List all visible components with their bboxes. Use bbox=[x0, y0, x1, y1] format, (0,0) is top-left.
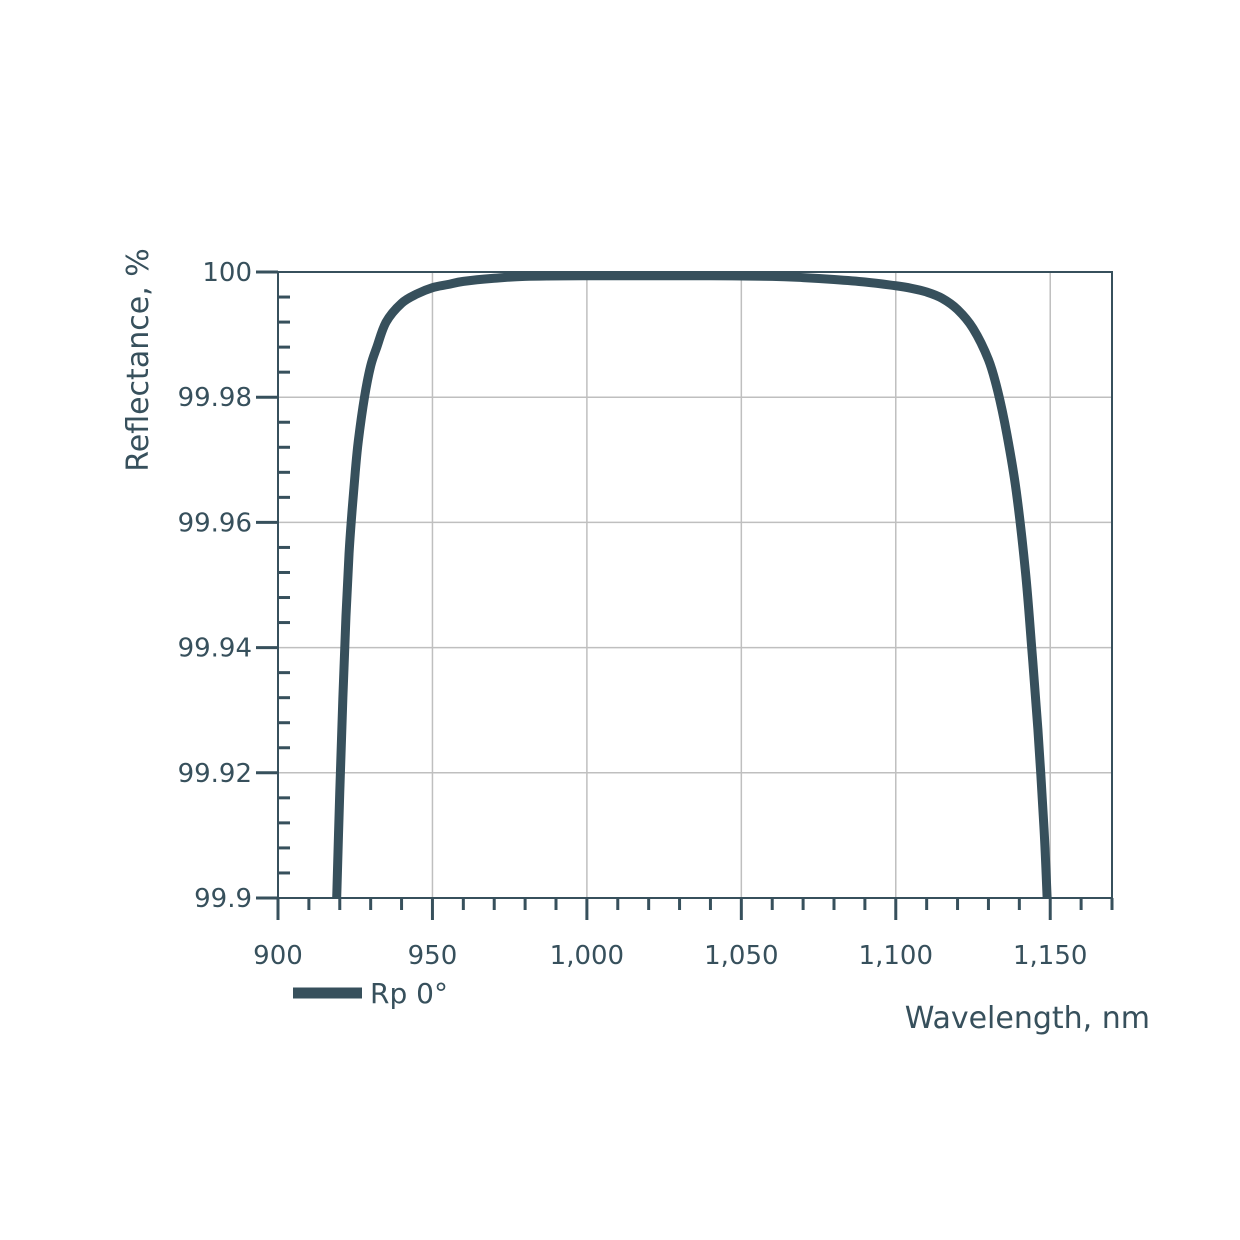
grid-lines bbox=[278, 272, 1112, 898]
series-layer bbox=[332, 271, 1052, 899]
series-line-rp0 bbox=[332, 271, 1052, 899]
x-tick-label: 950 bbox=[408, 941, 458, 971]
x-tick-label: 1,050 bbox=[704, 941, 778, 971]
x-tick-label: 1,100 bbox=[859, 941, 933, 971]
y-tick-label: 99.96 bbox=[178, 508, 252, 538]
y-tick-label: 99.94 bbox=[178, 634, 252, 664]
y-tick-labels: 99.9 99.92 99.94 99.96 99.98 100 bbox=[178, 258, 252, 914]
x-tick-label: 900 bbox=[253, 941, 303, 971]
legend-label-rp0: Rp 0° bbox=[370, 977, 448, 1010]
legend: Rp 0° bbox=[293, 977, 448, 1010]
minor-ticks bbox=[278, 295, 1114, 910]
y-tick-label: 100 bbox=[202, 258, 252, 288]
x-tick-label: 1,150 bbox=[1013, 941, 1087, 971]
x-tick-label: 1,000 bbox=[550, 941, 624, 971]
y-axis-title: Reflectance, % bbox=[121, 248, 156, 472]
y-tick-label: 99.98 bbox=[178, 383, 252, 413]
major-ticks bbox=[256, 270, 1052, 920]
y-tick-label: 99.92 bbox=[178, 759, 252, 789]
y-tick-label: 99.9 bbox=[194, 884, 252, 914]
x-tick-labels: 900 950 1,000 1,050 1,100 1,150 bbox=[253, 941, 1087, 971]
x-axis-title: Wavelength, nm bbox=[905, 1001, 1150, 1036]
